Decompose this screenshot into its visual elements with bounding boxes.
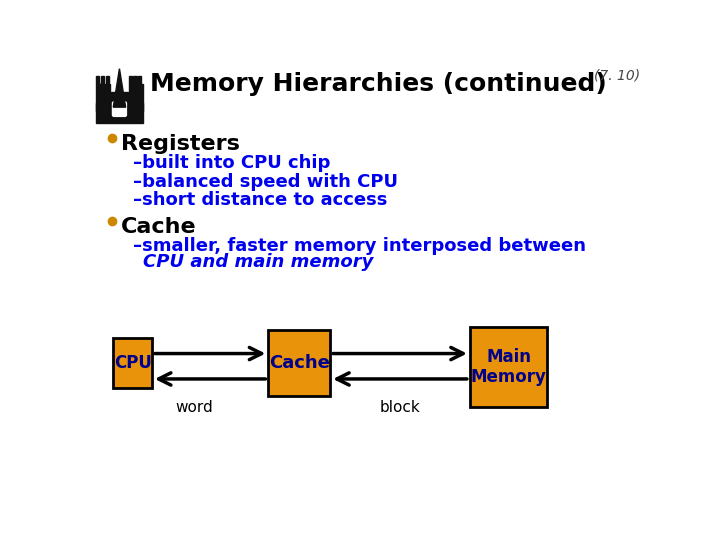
FancyBboxPatch shape — [112, 102, 127, 117]
Bar — [133, 76, 137, 84]
Bar — [129, 84, 143, 111]
Text: CPU and main memory: CPU and main memory — [143, 253, 373, 271]
Text: Main
Memory: Main Memory — [471, 348, 546, 387]
Bar — [129, 76, 132, 84]
Text: –balanced speed with CPU: –balanced speed with CPU — [132, 173, 397, 191]
Text: Cache: Cache — [269, 354, 330, 372]
Text: Registers: Registers — [121, 134, 240, 154]
Text: –smaller, faster memory interposed between: –smaller, faster memory interposed betwe… — [132, 237, 585, 255]
Bar — [96, 103, 143, 123]
Bar — [269, 330, 330, 396]
Bar — [111, 92, 128, 115]
Bar — [138, 76, 141, 84]
Polygon shape — [130, 76, 140, 111]
Bar — [113, 338, 152, 388]
Bar — [106, 76, 109, 84]
Polygon shape — [98, 76, 107, 111]
Bar — [101, 76, 104, 84]
Bar — [96, 76, 99, 84]
Text: –built into CPU chip: –built into CPU chip — [132, 154, 330, 172]
Text: –short distance to access: –short distance to access — [132, 191, 387, 209]
Text: CPU: CPU — [114, 354, 152, 372]
Text: Memory Hierarchies (continued): Memory Hierarchies (continued) — [150, 72, 607, 97]
Text: Cache: Cache — [121, 217, 197, 237]
Text: block: block — [379, 400, 420, 415]
Bar — [96, 84, 110, 111]
Polygon shape — [113, 69, 126, 107]
Text: (7. 10): (7. 10) — [594, 69, 640, 83]
Bar — [469, 327, 547, 408]
Text: word: word — [176, 400, 214, 415]
